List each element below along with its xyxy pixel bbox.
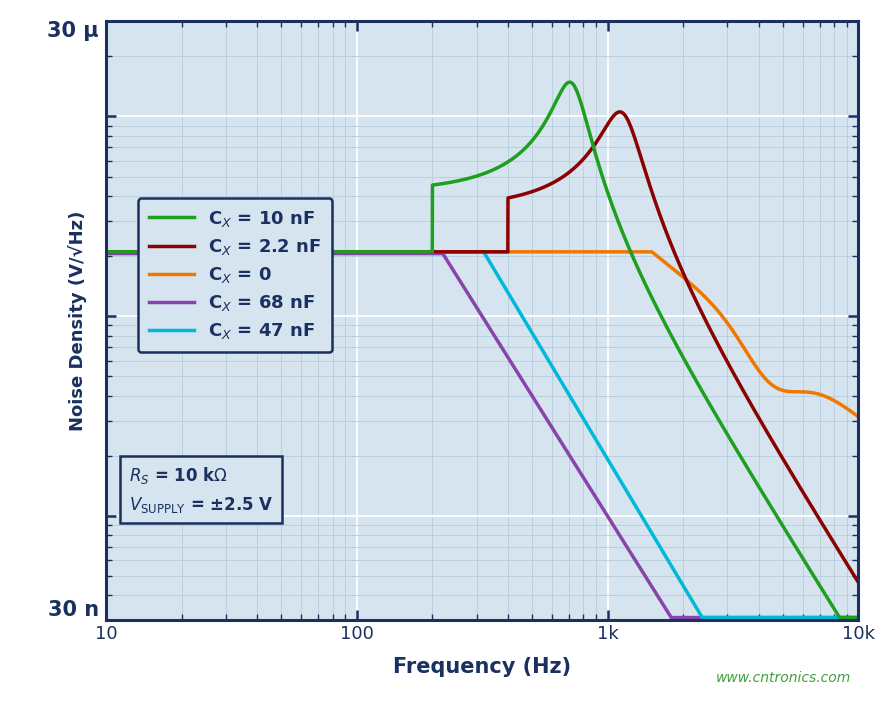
Text: $R_S$ = 10 k$\Omega$
$V_{\mathrm{SUPPLY}}$ = ±2.5 V: $R_S$ = 10 k$\Omega$ $V_{\mathrm{SUPPLY}… <box>129 465 273 515</box>
Text: 30 μ: 30 μ <box>47 21 99 41</box>
Y-axis label: Noise Density (V/√Hz): Noise Density (V/√Hz) <box>68 211 88 431</box>
Legend: C$_X$ = 10 nF, C$_X$ = 2.2 nF, C$_X$ = 0, C$_X$ = 68 nF, C$_X$ = 47 nF: C$_X$ = 10 nF, C$_X$ = 2.2 nF, C$_X$ = 0… <box>138 198 332 352</box>
X-axis label: Frequency (Hz): Frequency (Hz) <box>393 657 572 677</box>
Text: 30 n: 30 n <box>48 601 99 620</box>
Text: www.cntronics.com: www.cntronics.com <box>716 671 850 685</box>
